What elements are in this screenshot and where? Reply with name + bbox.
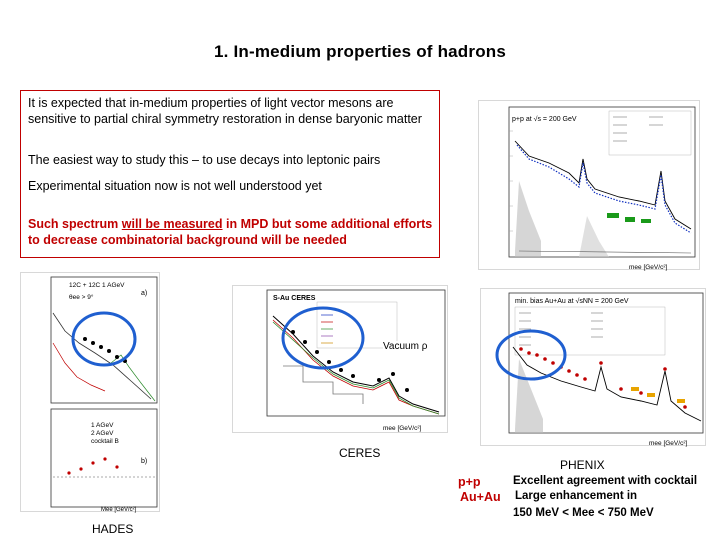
pp-label: p+p <box>458 475 481 489</box>
hades-legend-1: 12C + 12C 1 AGeV <box>69 282 125 289</box>
para-experimental: Experimental situation now is not well u… <box>28 179 322 193</box>
phenix-label: PHENIX <box>560 458 605 472</box>
ceres-label: CERES <box>339 446 381 460</box>
phenix-auau-xaxis: mee [GeV/c²] <box>649 440 687 447</box>
phenix-pp-legend: p+p at √s = 200 GeV <box>512 115 577 123</box>
para-chiral: It is expected that in-medium properties… <box>28 96 422 126</box>
slide-title: 1. In-medium properties of hadrons <box>213 42 507 61</box>
hades-legend-4: 2 AGeV <box>91 430 114 437</box>
hades-panel-b: b) <box>141 458 147 465</box>
hades-label: HADES <box>92 522 134 536</box>
auau-note: Large enhancement in <box>515 490 638 502</box>
mass-range-note: 150 MeV < Mee < 750 MeV <box>513 507 654 519</box>
hades-xaxis: Mee [GeV/c²] <box>101 507 137 513</box>
text-box: It is expected that in-medium properties… <box>20 90 440 258</box>
hades-legend-2: θee > 9° <box>69 293 94 301</box>
hades-legend-3: 1 AGeV <box>91 422 114 429</box>
hades-figure: 12C + 12C 1 AGeV θee > 9° a) 1 AGeV 2 AG… <box>20 272 160 513</box>
ceres-legend: S-Au CERES <box>273 295 316 302</box>
hades-highlight-ellipse <box>71 311 137 367</box>
auau-label: Au+Au <box>460 490 501 504</box>
ceres-xaxis: mee [GeV/c²] <box>383 425 421 432</box>
hades-legend-5: cocktail B <box>91 438 119 445</box>
vacuum-rho-label: Vacuum ρ <box>383 341 428 352</box>
phenix-auau-figure: min. bias Au+Au at √sNN = 200 GeV mee [G… <box>480 288 706 447</box>
phenix-pp-xaxis: mee [GeV/c²] <box>629 264 667 271</box>
ceres-highlight-ellipse <box>281 306 365 370</box>
phenix-auau-legend: min. bias Au+Au at √sNN = 200 GeV <box>515 297 629 305</box>
phenix-highlight-ellipse <box>495 329 567 381</box>
hades-panel-a: a) <box>141 290 147 297</box>
para-leptonic: The easiest way to study this – to use d… <box>28 153 381 167</box>
phenix-pp-figure: p+p at √s = 200 GeV mee [GeV/c²] <box>478 100 700 271</box>
para-mpd: Such spectrum will be measured in MPD bu… <box>28 217 433 247</box>
ceres-figure: S-Au CERES mee [GeV/c²] <box>232 285 448 433</box>
pp-note: Excellent agreement with cocktail <box>513 475 698 487</box>
